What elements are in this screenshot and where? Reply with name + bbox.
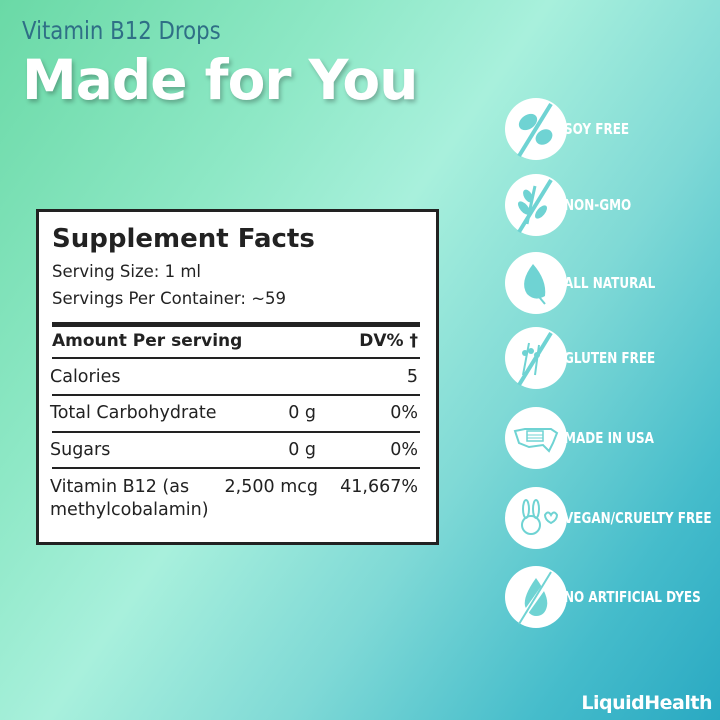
badge-label: GLUTEN FREE — [564, 349, 656, 367]
table-row: Total Carbohydrate 0 g 0% — [50, 403, 436, 423]
gluten-free-icon — [505, 327, 567, 389]
nutrient-dv: 5 — [406, 367, 418, 387]
leaf-icon — [505, 252, 567, 314]
badge-label: MADE IN USA — [564, 429, 654, 447]
servings-per-container: Servings Per Container: ~59 — [52, 289, 287, 308]
divider — [52, 394, 420, 396]
nutrient-name: Vitamin B12 (as — [50, 477, 190, 497]
nutrient-amount: 2,500 mcg — [224, 477, 318, 497]
nutrient-dv: 0% — [390, 403, 418, 423]
bunny-icon — [505, 487, 567, 549]
badge-label: VEGAN/CRUELTY FREE — [564, 509, 712, 527]
nutrient-dv: 0% — [390, 440, 418, 460]
divider — [52, 467, 420, 469]
soy-free-icon — [505, 98, 567, 160]
headline: Made for You — [22, 48, 418, 112]
thick-rule — [52, 322, 420, 327]
serving-size: Serving Size: 1 ml — [52, 262, 202, 281]
supplement-facts-panel: Supplement Facts Serving Size: 1 ml Serv… — [36, 209, 439, 545]
no-dye-drop-icon — [505, 566, 567, 628]
nutrient-name: Total Carbohydrate — [50, 403, 217, 423]
nutrient-name: Sugars — [50, 440, 111, 460]
badge-label: SOY FREE — [564, 120, 630, 138]
dv-header: DV% † — [359, 331, 418, 351]
nutrient-name-cont: methylcobalamin) — [50, 500, 209, 520]
table-row: Sugars 0 g 0% — [50, 440, 436, 460]
non-gmo-icon — [505, 174, 567, 236]
nutrient-dv: 41,667% — [340, 477, 418, 497]
nutrient-amount: 0 g — [288, 403, 316, 423]
divider — [52, 431, 420, 433]
brand-logo: LiquidHealth — [581, 692, 712, 714]
facts-title: Supplement Facts — [52, 224, 315, 254]
amount-header: Amount Per serving — [52, 331, 243, 351]
table-row: Calories 5 — [50, 367, 436, 387]
badge-label: NO ARTIFICIAL DYES — [564, 588, 701, 606]
badge-label: NON-GMO — [564, 196, 632, 214]
table-row: Vitamin B12 (as 2,500 mcg 41,667% methyl… — [50, 476, 436, 522]
badge-label: ALL NATURAL — [564, 274, 656, 292]
product-subtitle: Vitamin B12 Drops — [22, 16, 221, 45]
divider — [52, 357, 420, 359]
nutrient-amount: 0 g — [288, 440, 316, 460]
usa-map-icon — [505, 407, 567, 469]
nutrient-name: Calories — [50, 367, 121, 387]
